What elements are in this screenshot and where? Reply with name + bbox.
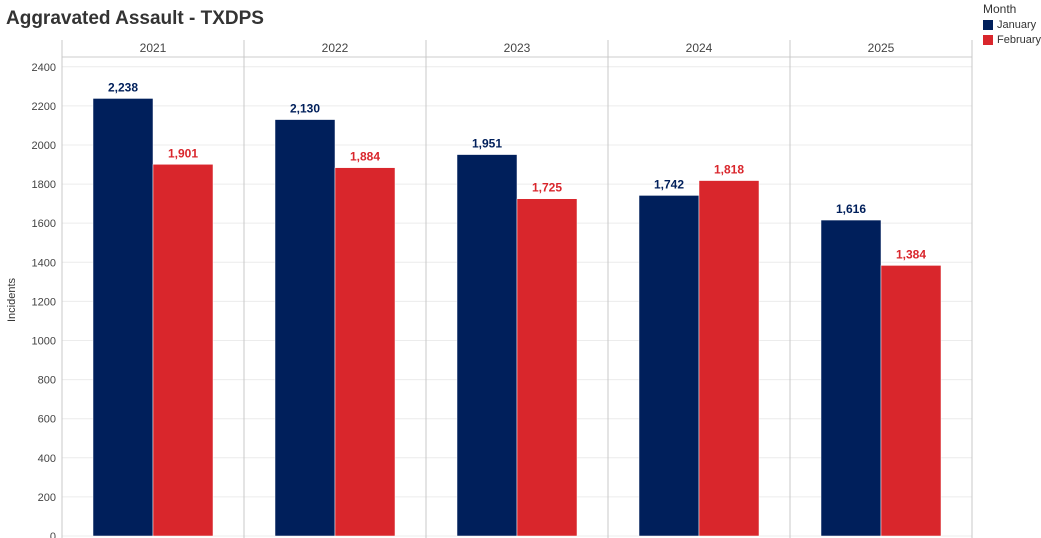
legend-swatch-january xyxy=(983,19,993,30)
data-label-february-2023: 1,725 xyxy=(532,181,562,195)
bar-february-2022 xyxy=(334,167,396,537)
y-tick-label: 1200 xyxy=(32,296,56,308)
bar-february-2023 xyxy=(516,198,578,537)
legend: Month January February xyxy=(983,2,1041,47)
facet-label-2025: 2025 xyxy=(868,41,895,55)
facet-label-2023: 2023 xyxy=(504,41,531,55)
data-label-january-2023: 1,951 xyxy=(472,137,502,151)
y-tick-label: 800 xyxy=(38,375,56,387)
bar-january-2021 xyxy=(92,98,154,537)
bar-february-2024 xyxy=(698,180,760,537)
data-label-january-2024: 1,742 xyxy=(654,177,684,191)
bar-january-2022 xyxy=(274,119,336,537)
y-tick-label: 1000 xyxy=(32,335,56,347)
y-tick-label: 0 xyxy=(50,531,56,538)
data-label-february-2025: 1,384 xyxy=(896,247,926,261)
legend-label-january: January xyxy=(997,18,1037,31)
data-label-february-2022: 1,884 xyxy=(350,150,380,164)
y-tick-label: 400 xyxy=(38,453,56,465)
data-label-january-2022: 2,130 xyxy=(290,102,320,116)
y-tick-label: 600 xyxy=(38,414,56,426)
legend-title: Month xyxy=(983,2,1017,16)
y-tick-label: 1800 xyxy=(32,179,56,191)
y-tick-label: 1600 xyxy=(32,218,56,230)
legend-swatch-february xyxy=(983,34,993,45)
bar-january-2023 xyxy=(456,154,518,537)
bar-february-2025 xyxy=(880,265,942,537)
facet-label-2021: 2021 xyxy=(140,41,167,55)
data-label-february-2021: 1,901 xyxy=(168,146,198,160)
legend-label-february: February xyxy=(997,33,1041,46)
legend-item-february[interactable]: February xyxy=(983,32,1041,47)
chart-title: Aggravated Assault - TXDPS xyxy=(6,8,264,29)
data-label-february-2024: 1,818 xyxy=(714,163,744,177)
y-tick-label: 200 xyxy=(38,492,56,504)
y-tick-label: 2400 xyxy=(32,62,56,74)
y-tick-label: 2200 xyxy=(32,101,56,113)
bar-january-2024 xyxy=(638,195,700,537)
legend-item-january[interactable]: January xyxy=(983,17,1041,32)
y-tick-label: 2000 xyxy=(32,140,56,152)
bar-february-2021 xyxy=(152,164,214,537)
data-label-january-2025: 1,616 xyxy=(836,202,866,216)
data-label-january-2021: 2,238 xyxy=(108,80,138,94)
y-tick-label: 1400 xyxy=(32,257,56,269)
facet-label-2022: 2022 xyxy=(322,41,349,55)
bar-january-2025 xyxy=(820,219,882,537)
facet-label-2024: 2024 xyxy=(686,41,713,55)
